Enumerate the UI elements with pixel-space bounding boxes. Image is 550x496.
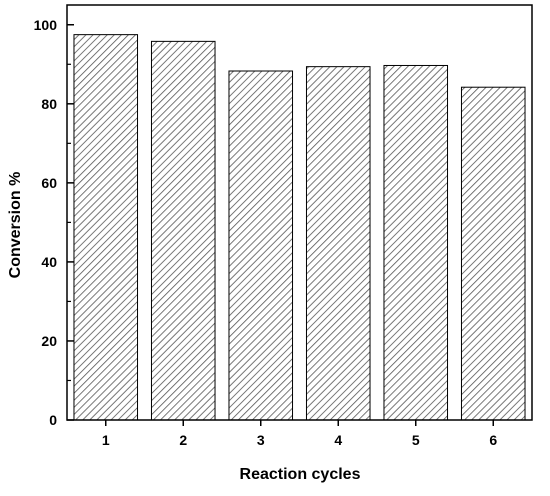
y-tick-label: 0	[49, 412, 57, 428]
y-tick-label: 100	[34, 17, 58, 33]
bar-cycle-3	[228, 70, 294, 421]
y-tick-label: 40	[41, 254, 57, 270]
axes-group	[66, 4, 533, 426]
bar-cycle-5	[383, 64, 449, 421]
x-axis-title: Reaction cycles	[240, 466, 361, 483]
x-tick-label: 4	[334, 432, 342, 448]
bars-group	[73, 34, 526, 421]
plot-frame	[66, 4, 533, 421]
x-tick-label: 6	[489, 432, 497, 448]
y-tick-label: 60	[41, 175, 57, 191]
bar-cycle-6	[460, 86, 526, 421]
bar-cycle-4	[305, 66, 371, 421]
y-axis-title: Conversion %	[7, 172, 24, 279]
y-tick-label: 20	[41, 333, 57, 349]
x-tick-label: 3	[257, 432, 265, 448]
bar-cycle-2	[150, 40, 216, 421]
labels-group: 0 20 40 60 80 100 1 2 3 4 5 6	[34, 17, 498, 448]
x-tick-label: 2	[179, 432, 187, 448]
x-tick-label: 1	[102, 432, 110, 448]
bar-cycle-1	[73, 34, 139, 421]
x-tick-label: 5	[412, 432, 420, 448]
y-tick-label: 80	[41, 96, 57, 112]
